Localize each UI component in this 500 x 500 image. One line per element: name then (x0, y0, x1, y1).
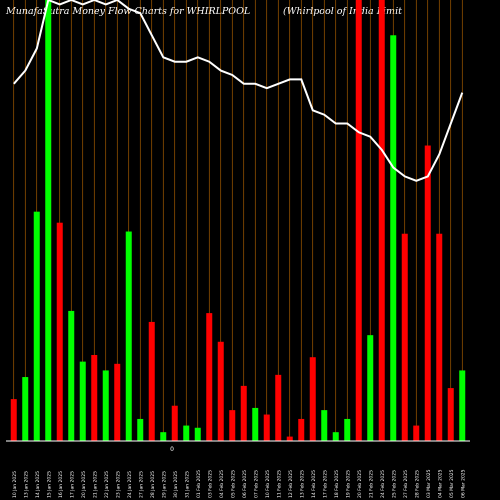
x-tick-label: 04 Mar 2025 (437, 469, 443, 498)
x-tick-label: 14 Jan 2025 (35, 471, 41, 498)
x-tick-label: 24 Feb 2025 (380, 470, 386, 498)
money-flow-bar (68, 310, 75, 441)
money-flow-bar (114, 363, 121, 441)
x-tick-label: 17 Jan 2025 (69, 471, 75, 498)
money-flow-bar (45, 0, 52, 441)
chart-subtitle: (Whirlpool of India Limit (283, 6, 402, 17)
money-flow-bar (321, 410, 328, 441)
money-flow-bar (424, 145, 431, 441)
x-tick-label: 01 Feb 2025 (196, 470, 202, 498)
money-flow-bar (298, 418, 305, 441)
x-tick-label: 15 Jan 2025 (46, 471, 52, 498)
money-flow-bar (390, 35, 397, 441)
x-tick-label: 31 Jan 2025 (184, 471, 190, 498)
x-tick-label: 16 Jan 2025 (58, 471, 64, 498)
money-flow-bar (183, 425, 190, 441)
x-tick-label: 21 Jan 2025 (92, 471, 98, 498)
money-flow-bars (10, 0, 466, 441)
x-tick-label: 28 Jan 2025 (150, 471, 156, 498)
money-flow-bar (137, 418, 144, 441)
money-flow-bar (286, 436, 293, 441)
x-tick-label: 12 Feb 2025 (288, 470, 294, 498)
money-flow-bar (229, 410, 236, 441)
x-tick-label: 21 Feb 2025 (368, 470, 374, 498)
x-tick-label: 27 Jan 2025 (138, 471, 144, 498)
money-flow-bar (125, 231, 132, 441)
x-tick-label: 20 Jan 2025 (81, 471, 87, 498)
money-flow-bar (56, 222, 63, 441)
x-tick-label: 04 Feb 2025 (219, 470, 225, 498)
x-tick-label: 28 Feb 2025 (414, 470, 420, 498)
x-tick-label: 22 Jan 2025 (104, 471, 110, 498)
chart-title: MunafaSutra Money Flow Charts for WHIRLP… (6, 6, 251, 17)
x-tick-label: 14 Feb 2025 (311, 470, 317, 498)
x-tick-label: 20 Feb 2025 (357, 470, 363, 498)
x-tick-label: 24 Jan 2025 (127, 471, 133, 498)
x-tick-label: 18 Feb 2025 (334, 470, 340, 498)
money-flow-bar (171, 405, 178, 441)
x-tick-label: 30 Jan 2025 (173, 471, 179, 498)
x-tick-label: 29 Jan 2025 (161, 471, 167, 498)
money-flow-bar (367, 335, 374, 441)
money-flow-bar (22, 377, 29, 441)
x-tick-label: 03 Mar 2025 (426, 469, 432, 498)
x-tick-label: 25 Feb 2025 (391, 470, 397, 498)
x-tick-label: 07 Feb 2025 (253, 470, 259, 498)
money-flow-bar (194, 427, 201, 441)
money-flow-bar (148, 321, 155, 441)
x-tick-label: 10 Feb 2025 (265, 470, 271, 498)
x-tick-label: 06 Feb 2025 (242, 470, 248, 498)
x-tick-label: 10 Jan 2025 (12, 471, 18, 498)
money-flow-bar (378, 0, 385, 441)
x-tick-label: 23 Jan 2025 (115, 471, 121, 498)
x-tick-label: 13 Feb 2025 (299, 470, 305, 498)
money-flow-bar (275, 374, 282, 441)
money-flow-bar (91, 355, 98, 441)
money-flow-bar (447, 388, 454, 441)
money-flow-bar (413, 425, 420, 441)
money-flow-bar (102, 370, 109, 441)
x-tick-label: 19 Feb 2025 (345, 470, 351, 498)
center-axis-label: 0 (170, 446, 174, 453)
money-flow-bar (10, 399, 17, 441)
money-flow-bar (206, 313, 213, 441)
x-tick-label: 03 Feb 2025 (207, 470, 213, 498)
money-flow-bar (332, 432, 339, 441)
money-flow-bar (252, 407, 259, 441)
money-flow-bar (309, 357, 316, 441)
x-tick-label: 27 Feb 2025 (403, 470, 409, 498)
money-flow-bar (436, 233, 443, 441)
money-flow-bar (355, 0, 362, 441)
money-flow-bar (33, 211, 40, 441)
money-flow-bar (344, 418, 351, 441)
money-flow-bar (401, 233, 408, 441)
money-flow-bar (79, 361, 86, 441)
money-flow-line (13, 0, 464, 182)
x-tick-label: 06 Mar 2025 (460, 469, 466, 498)
money-flow-bar (240, 385, 247, 441)
money-flow-bar (263, 414, 270, 441)
money-flow-bar (459, 370, 466, 441)
x-tick-label: 05 Feb 2025 (230, 470, 236, 498)
money-flow-bar (160, 432, 167, 441)
x-tick-label: 13 Jan 2025 (23, 471, 29, 498)
x-tick-label: 11 Feb 2025 (276, 470, 282, 498)
x-tick-label: 05 Mar 2025 (449, 469, 455, 498)
x-axis-labels: 10 Jan 2025 13 Jan 2025 14 Jan 2025 15 Jan … (12, 469, 467, 498)
x-tick-label: 17 Feb 2025 (322, 470, 328, 498)
money-flow-bar (217, 341, 224, 441)
